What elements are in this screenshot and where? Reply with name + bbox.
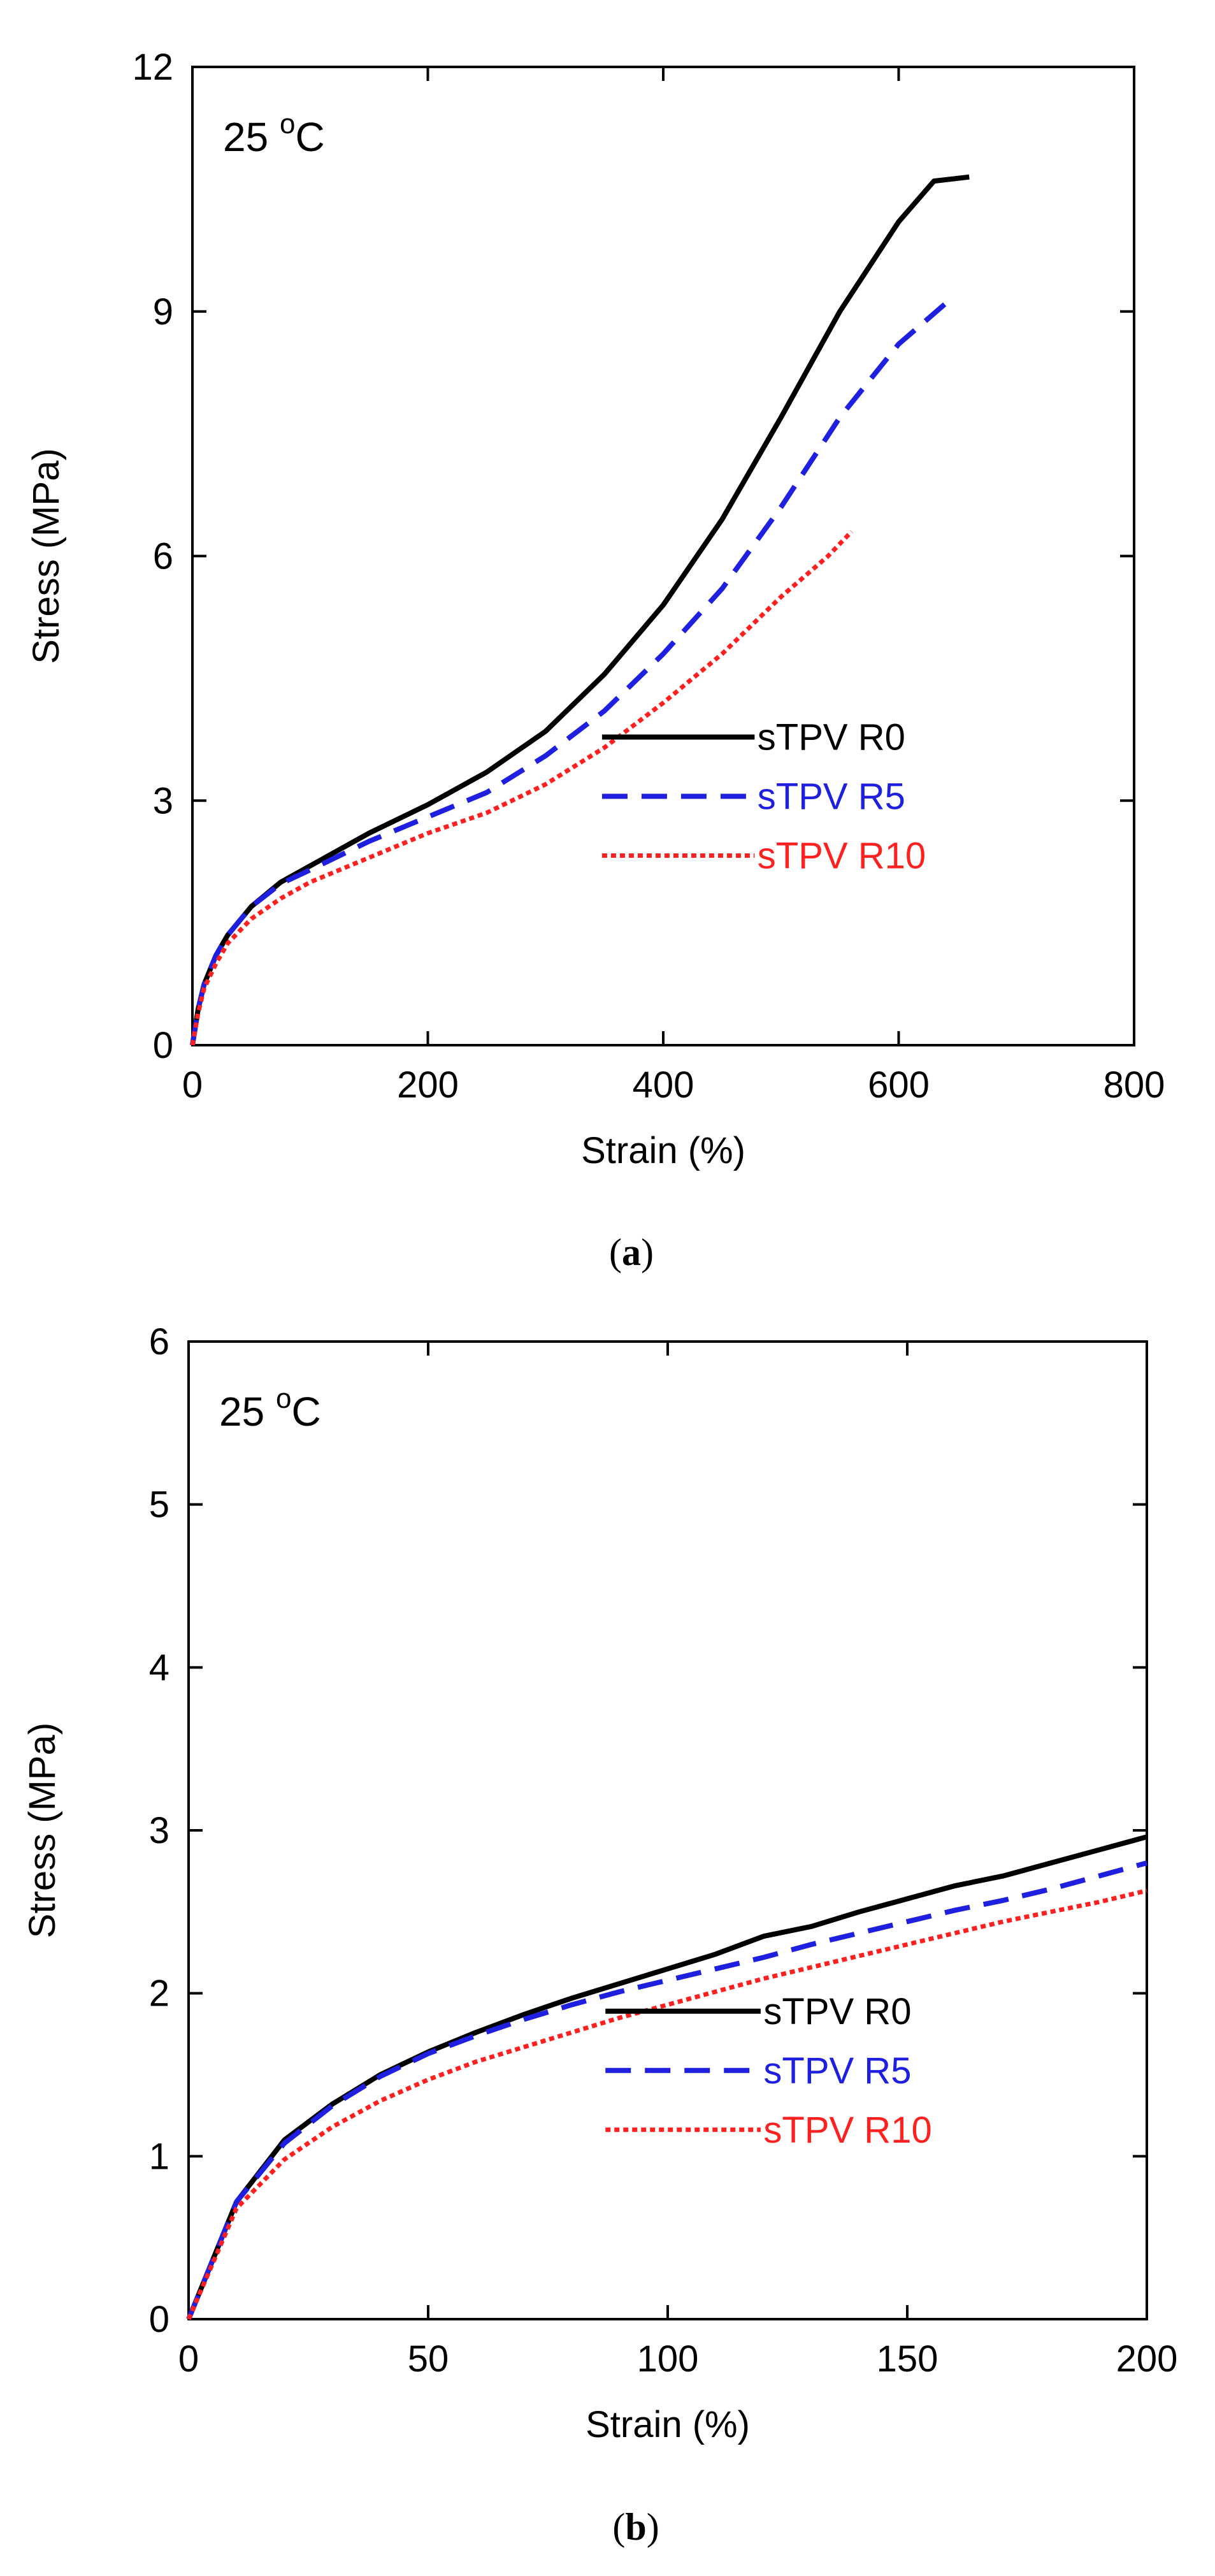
series-line-stpv-r5 — [186, 1860, 1148, 2320]
legend-label: sTPV R5 — [763, 2050, 911, 2092]
series-group-a — [190, 174, 970, 1046]
panel-caption-a: (a) — [609, 1231, 654, 1273]
series-line-stpv-r5 — [190, 301, 948, 1046]
y-axis-title-a: Stress (MPa) — [25, 448, 67, 663]
series-line-stpv-r10 — [190, 530, 854, 1046]
y-ticks-a: 0 3 6 9 12 — [132, 47, 1134, 1066]
plot-frame-b — [187, 1340, 1148, 2320]
plot-frame-a — [191, 66, 1135, 1046]
x-ticks-a: 0 200 400 600 800 — [182, 67, 1165, 1106]
x-axis-title-b: Strain (%) — [586, 2404, 750, 2445]
x-tick-label: 50 — [408, 2338, 449, 2380]
temperature-annotation-a: 25 oC — [223, 108, 325, 160]
y-tick-label: 12 — [132, 47, 173, 88]
x-tick-label: 200 — [1116, 2338, 1178, 2380]
legend-label: sTPV R0 — [758, 716, 905, 758]
series-line-stpv-r0 — [186, 1834, 1148, 2320]
y-tick-label: 4 — [149, 1647, 169, 1688]
y-tick-label: 2 — [149, 1973, 169, 2015]
x-tick-label: 0 — [182, 1064, 203, 1106]
legend-label: sTPV R10 — [758, 835, 926, 876]
x-tick-label: 200 — [397, 1064, 459, 1106]
y-tick-label: 9 — [153, 291, 173, 333]
legend-label: sTPV R0 — [763, 1991, 911, 2032]
series-line-stpv-r0 — [190, 174, 970, 1046]
y-tick-label: 0 — [153, 1025, 173, 1066]
series-group-b — [186, 1834, 1148, 2320]
panel-caption-b: (b) — [612, 2506, 659, 2548]
x-tick-label: 600 — [868, 1064, 930, 1106]
x-tick-label: 100 — [637, 2338, 699, 2380]
legend-label: sTPV R5 — [758, 776, 905, 817]
y-ticks-b: 0 1 2 3 4 5 6 — [149, 1321, 1147, 2340]
y-tick-label: 5 — [149, 1484, 169, 1526]
y-tick-label: 3 — [149, 1810, 169, 1851]
y-tick-label: 0 — [149, 2299, 169, 2340]
temperature-annotation-b: 25 oC — [219, 1383, 321, 1435]
y-tick-label: 1 — [149, 2136, 169, 2177]
y-tick-label: 3 — [153, 780, 173, 821]
x-ticks-b: 0 50 100 150 200 — [178, 1342, 1178, 2380]
y-axis-title-b: Stress (MPa) — [22, 1723, 63, 1938]
x-axis-title-a: Strain (%) — [581, 1130, 745, 1171]
legend-b: sTPV R0 sTPV R5 sTPV R10 — [605, 1991, 932, 2151]
y-tick-label: 6 — [153, 536, 173, 577]
x-tick-label: 0 — [178, 2338, 199, 2380]
x-tick-label: 800 — [1104, 1064, 1165, 1106]
y-tick-label: 6 — [149, 1321, 169, 1363]
legend-label: sTPV R10 — [763, 2109, 931, 2151]
x-tick-label: 400 — [633, 1064, 694, 1106]
x-tick-label: 150 — [877, 2338, 938, 2380]
legend-a: sTPV R0 sTPV R5 sTPV R10 — [601, 716, 926, 876]
